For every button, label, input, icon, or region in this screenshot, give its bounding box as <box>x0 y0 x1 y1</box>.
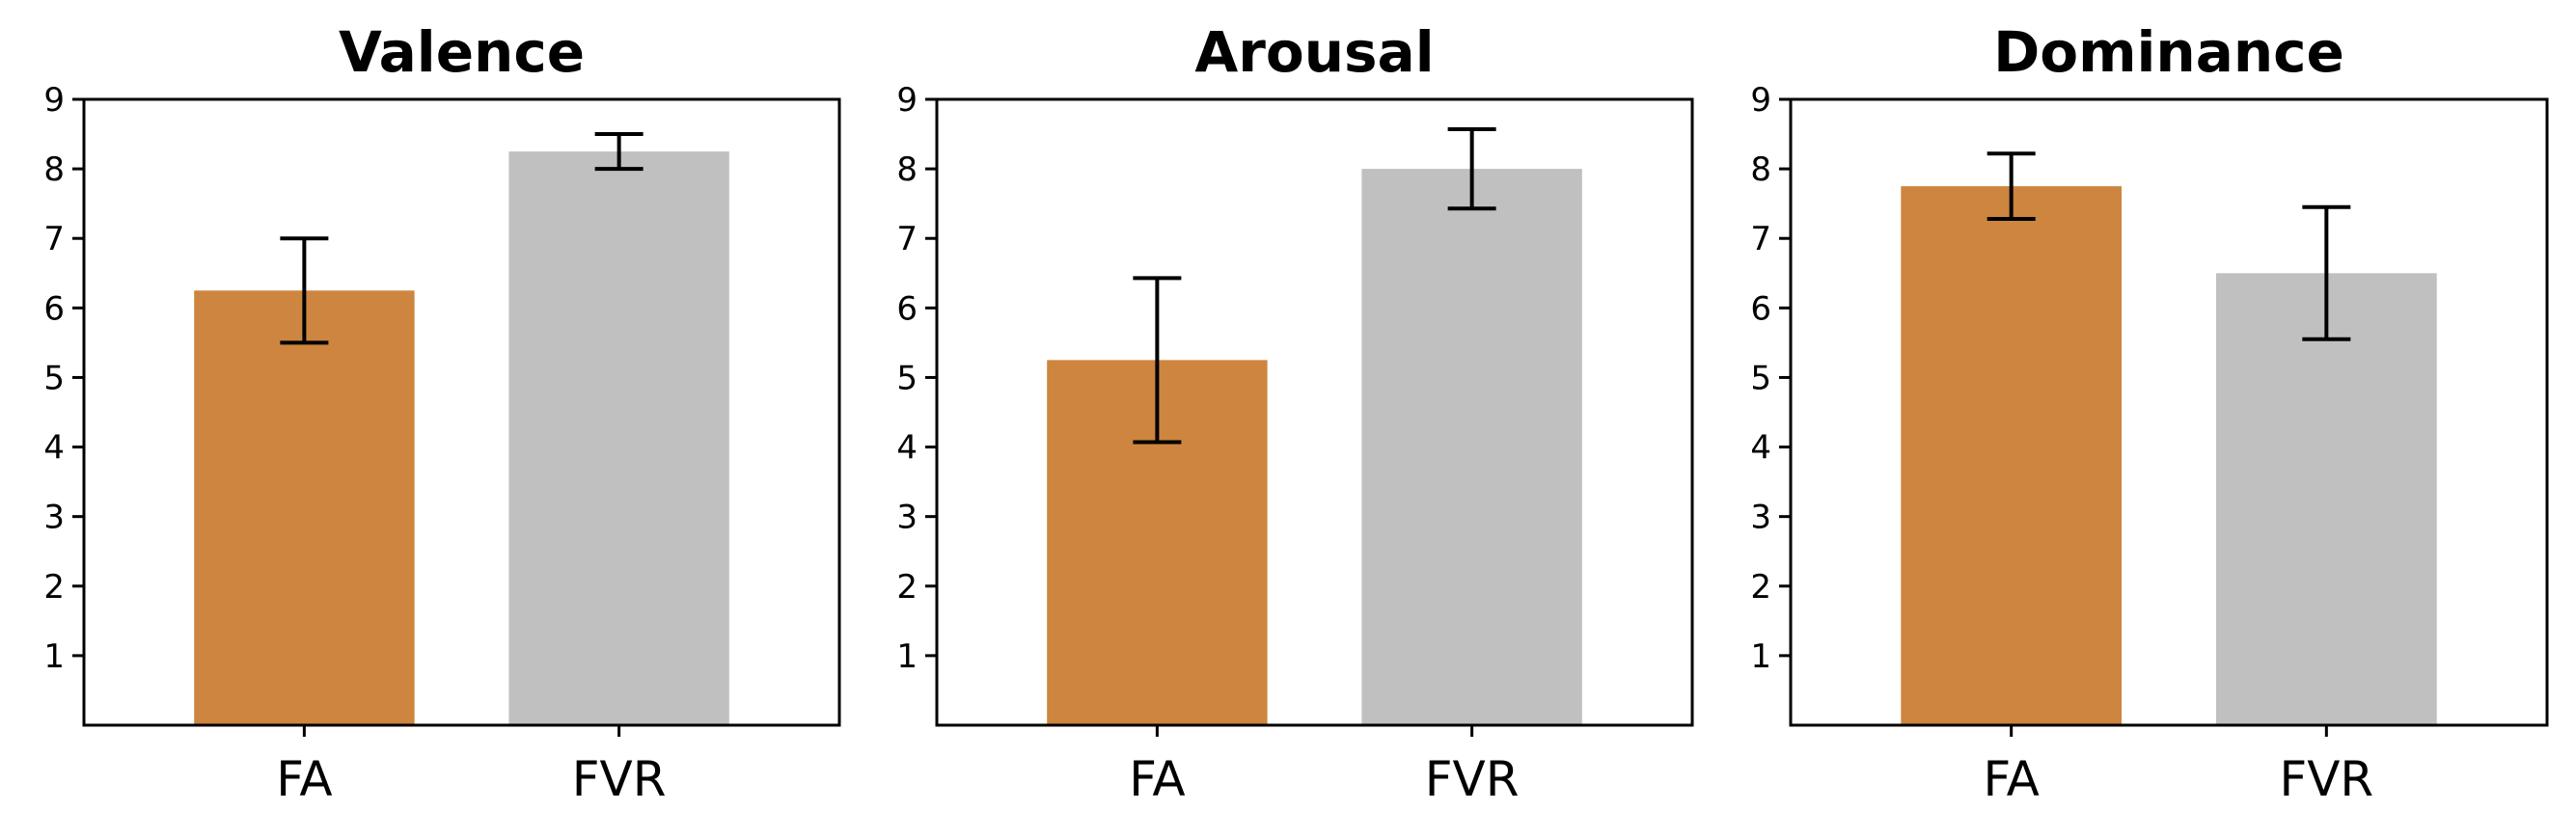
error-bar-fa <box>1987 151 2036 222</box>
y-tick-label: 8 <box>896 150 918 189</box>
y-tick-label: 9 <box>896 81 918 120</box>
y-tick-label: 1 <box>1750 637 1771 676</box>
y-tick-label: 5 <box>1750 359 1771 397</box>
chart-panel-0: 1 2 3 4 5 6 7 8 9 FA FVR Valence <box>43 19 841 807</box>
y-tick-label: 7 <box>1750 220 1771 258</box>
axes-frame <box>935 97 1694 727</box>
y-tick-label: 4 <box>1750 429 1771 468</box>
panel-title: Dominance <box>1993 19 2344 85</box>
y-tick-label: 9 <box>1750 81 1771 120</box>
y-tick-label: 3 <box>896 499 918 537</box>
error-bar-fvr <box>2302 204 2351 341</box>
error-bar-fa <box>280 236 329 345</box>
y-tick-label: 8 <box>43 150 65 189</box>
x-tick-label-fvr: FVR <box>572 751 667 807</box>
y-tick-label: 5 <box>896 359 918 397</box>
y-tick-label: 6 <box>896 289 918 328</box>
y-tick-label: 9 <box>43 81 65 120</box>
x-tick-label-fa: FA <box>276 751 332 807</box>
panel-title: Arousal <box>1194 19 1434 85</box>
chart-panel-2: 1 2 3 4 5 6 7 8 9 FA FVR Dominance <box>1750 19 2549 807</box>
y-tick-label: 2 <box>43 568 65 607</box>
panel-title: Valence <box>339 19 585 85</box>
y-tick-label: 8 <box>1750 150 1771 189</box>
y-tick-label: 2 <box>896 568 918 607</box>
bar-fa <box>194 290 415 725</box>
error-bar-fvr <box>594 132 644 172</box>
y-tick-label: 3 <box>1750 499 1771 537</box>
axes-frame <box>1789 97 2549 727</box>
y-tick-label: 3 <box>43 499 65 537</box>
error-bar-fa <box>1133 276 1182 445</box>
y-tick-label: 1 <box>896 637 918 676</box>
y-tick-label: 6 <box>43 289 65 328</box>
y-tick-label: 1 <box>43 637 65 676</box>
bar-fvr <box>1361 169 1582 726</box>
y-tick-label: 2 <box>1750 568 1771 607</box>
y-tick-label: 7 <box>896 220 918 258</box>
x-tick-label-fa: FA <box>1129 751 1185 807</box>
y-tick-label: 4 <box>896 429 918 468</box>
y-tick-label: 4 <box>43 429 65 468</box>
y-tick-label: 5 <box>43 359 65 397</box>
x-tick-label-fa: FA <box>1983 751 2039 807</box>
axes-frame <box>82 97 841 727</box>
bar-fvr <box>2216 273 2437 725</box>
bar-fvr <box>508 151 729 726</box>
x-tick-label-fvr: FVR <box>1425 751 1520 807</box>
chart-panel-1: 1 2 3 4 5 6 7 8 9 FA FVR Arousal <box>896 19 1694 807</box>
bar-fa <box>1901 186 2122 726</box>
error-bar-fvr <box>1447 127 1496 211</box>
y-tick-label: 7 <box>43 220 65 258</box>
y-tick-label: 6 <box>1750 289 1771 328</box>
x-tick-label-fvr: FVR <box>2279 751 2373 807</box>
